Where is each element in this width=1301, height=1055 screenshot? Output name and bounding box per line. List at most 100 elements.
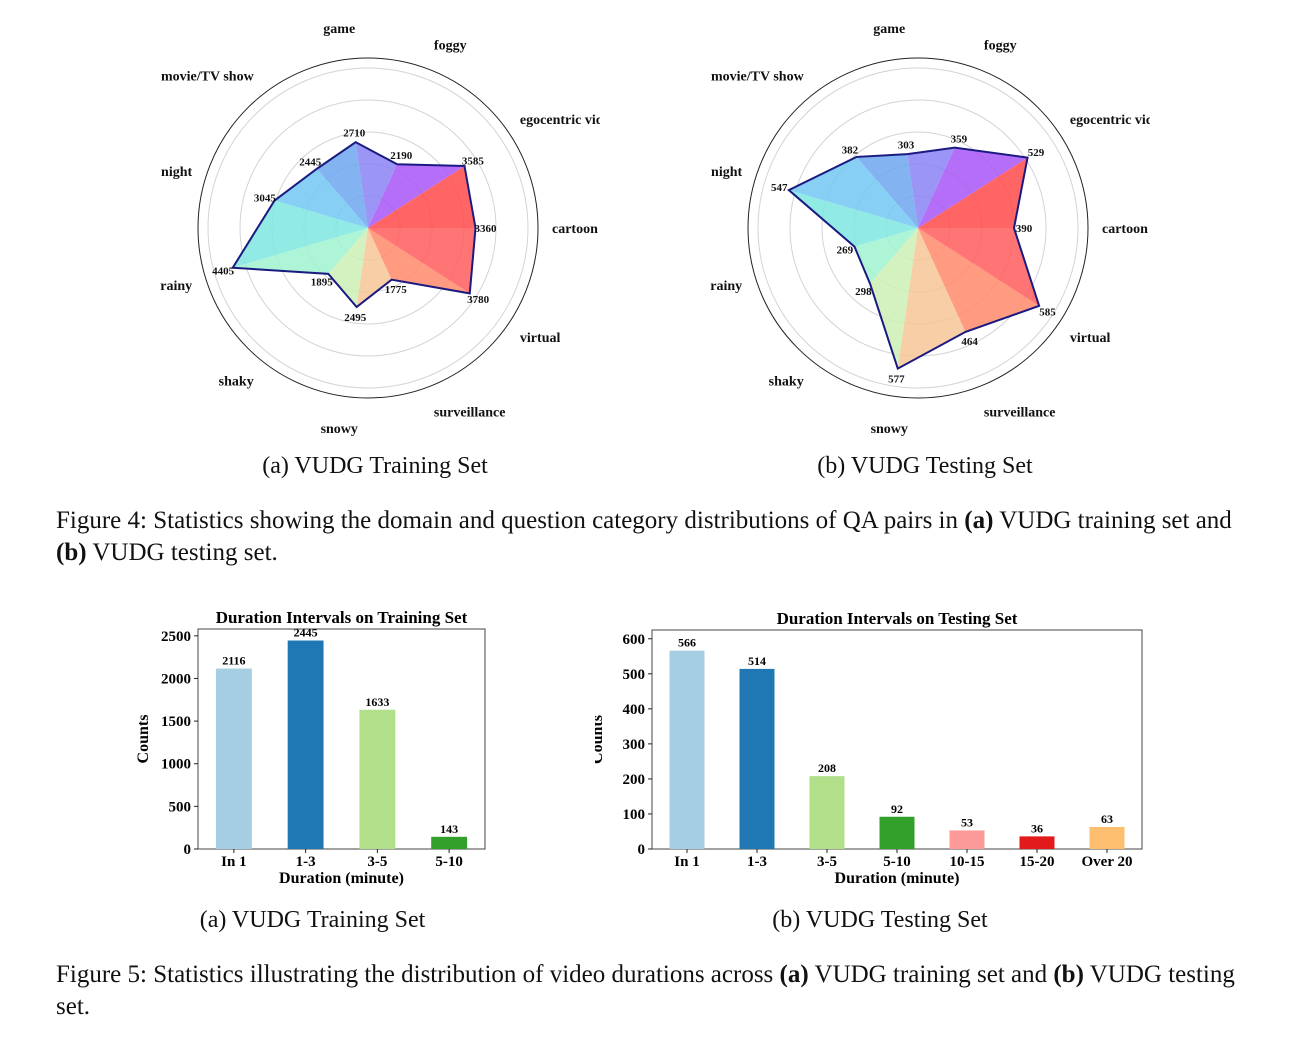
radar-grid-ring	[239, 99, 497, 357]
radar-value-label-cartoon: 3360	[475, 223, 498, 235]
radar-value-label-game: 303	[898, 139, 915, 151]
y-tick-label: 500	[169, 799, 192, 815]
y-tick-label: 200	[623, 772, 646, 788]
x-tick-label-5-10: 5-10	[883, 854, 911, 870]
radar-value-label-foggy: 359	[951, 134, 968, 146]
radar-value-label-foggy: 2190	[390, 150, 413, 162]
bar-1-3	[739, 668, 775, 849]
radar-category-label-rainy: rainy	[160, 279, 192, 294]
radar-wedge-rainy	[232, 228, 368, 274]
radar-value-label-snowy: 577	[888, 373, 905, 385]
radar-value-label-rainy: 4405	[212, 266, 235, 278]
radar-wedge-foggy	[355, 142, 398, 228]
radar-wedge-shaky	[328, 228, 368, 308]
bar-5-10	[431, 836, 468, 849]
bar-value-label-5-10: 92	[891, 802, 903, 816]
radar-value-label-shaky: 1895	[311, 276, 334, 288]
chart-title: Duration Intervals on Training Set	[216, 608, 468, 627]
radar-wedge-virtual	[368, 228, 476, 294]
y-tick-label: 1000	[161, 757, 191, 773]
figure-4-ref-a: (a)	[964, 507, 994, 534]
radar-wedges	[788, 147, 1040, 369]
radar-category-label-surveillance: surveillance	[434, 406, 506, 421]
figure-5-label: Figure 5:	[56, 961, 147, 988]
x-tick-label-5-10: 5-10	[435, 854, 463, 870]
radar-wedge-shaky	[869, 228, 918, 369]
radar-wedge-cartoon	[368, 165, 476, 228]
x-tick-label-1-3: 1-3	[747, 854, 767, 870]
bar-value-label-3-5: 1633	[365, 695, 389, 709]
y-tick-label: 2000	[161, 671, 191, 687]
y-axis-label: Counts	[595, 715, 606, 764]
radar-outline	[787, 146, 1041, 371]
bar-chart-testing: Duration Intervals on Testing Set 0 100 200…	[595, 609, 1143, 887]
bar-1-3	[287, 640, 324, 849]
radar-value-label-surveillance: 464	[961, 336, 978, 348]
radar-value-label-movie-tv-show: 382	[842, 144, 859, 156]
radar-category-label-foggy: foggy	[984, 38, 1017, 53]
radar-wedge-egocentric-video	[918, 147, 1028, 228]
bar-value-label-5-10: 143	[440, 822, 458, 836]
radar-value-label-game: 2710	[343, 127, 366, 139]
radar-value-label-virtual: 3780	[467, 294, 490, 306]
radar-category-label-cartoon: cartoon	[552, 222, 598, 237]
plot-frame	[651, 629, 1143, 850]
bar-chart-training: Duration Intervals on Training Set 0 500 10…	[135, 608, 486, 887]
radar-category-label-cartoon: cartoon	[1102, 222, 1148, 237]
bar-value-label-1-3: 2445	[294, 626, 318, 640]
y-tick-label: 300	[623, 737, 646, 753]
bar-value-label-in-1: 566	[678, 636, 696, 650]
bar-3-5	[809, 776, 845, 849]
chart-title: Duration Intervals on Testing Set	[777, 609, 1018, 628]
bar-15-20	[1019, 836, 1055, 849]
radar-chart-testing: 390 529 359 303 382 547 269 298 577 464 585 cartoon…	[710, 22, 1150, 437]
y-tick-label: 0	[638, 842, 646, 858]
y-tick-label: 600	[623, 632, 646, 648]
x-tick-label-over-20: Over 20	[1082, 854, 1133, 870]
radar-category-label-game: game	[873, 22, 905, 37]
x-axis-label: Duration (minute)	[279, 870, 404, 887]
radar-category-label-foggy: foggy	[434, 38, 467, 53]
y-tick-label: 2500	[161, 629, 191, 645]
radar-wedge-surveillance	[918, 228, 1040, 332]
y-tick-label: 500	[623, 667, 646, 683]
subcaption-4a: (a) VUDG Training Set	[262, 453, 488, 479]
x-tick-label-15-20: 15-20	[1020, 854, 1055, 870]
radar-category-label-surveillance: surveillance	[984, 406, 1056, 421]
radar-category-label-egocentric-video: egocentric video	[520, 113, 600, 128]
radar-value-label-snowy: 2495	[344, 312, 367, 324]
radar-wedges	[232, 142, 476, 308]
bar-5-10	[879, 816, 915, 849]
radar-wedge-rainy	[854, 228, 918, 284]
radar-category-label-egocentric-video: egocentric video	[1070, 113, 1150, 128]
radar-value-label-rainy: 269	[837, 244, 854, 256]
bar-value-label-3-5: 208	[818, 761, 836, 775]
radar-value-label-night: 3045	[254, 193, 276, 205]
x-tick-label-10-15: 10-15	[950, 854, 985, 870]
radar-value-label-shaky: 298	[855, 286, 872, 298]
radar-grid-ring	[757, 67, 1079, 389]
x-axis-label: Duration (minute)	[835, 870, 960, 887]
bar-value-label-15-20: 36	[1031, 821, 1043, 835]
y-axis-label: Counts	[135, 715, 152, 764]
bar-in-1	[215, 668, 252, 849]
radar-outer-circle	[197, 57, 539, 399]
figure-4-ref-b: (b)	[56, 539, 87, 566]
bar-in-1	[669, 650, 705, 849]
figure-4-caption-text: Statistics showing the domain and questi…	[153, 507, 958, 534]
subcaption-4b: (b) VUDG Testing Set	[817, 453, 1033, 479]
radar-wedge-surveillance	[368, 228, 470, 294]
radar-wedge-egocentric-video	[368, 164, 465, 228]
radar-value-label-virtual: 585	[1039, 306, 1056, 318]
radar-category-label-virtual: virtual	[1070, 331, 1111, 346]
radar-value-label-night: 547	[771, 182, 788, 194]
radar-wedge-snowy	[356, 228, 392, 308]
radar-outer-circle	[747, 57, 1089, 399]
figure-5-caption-text: Statistics illustrating the distribution…	[153, 961, 774, 988]
radar-wedge-snowy	[897, 228, 966, 369]
radar-category-label-rainy: rainy	[710, 279, 742, 294]
y-tick-label: 100	[623, 807, 646, 823]
radar-value-label-cartoon: 390	[1016, 223, 1033, 235]
radar-wedge-cartoon	[918, 157, 1028, 228]
bar-value-label-1-3: 514	[748, 654, 766, 668]
